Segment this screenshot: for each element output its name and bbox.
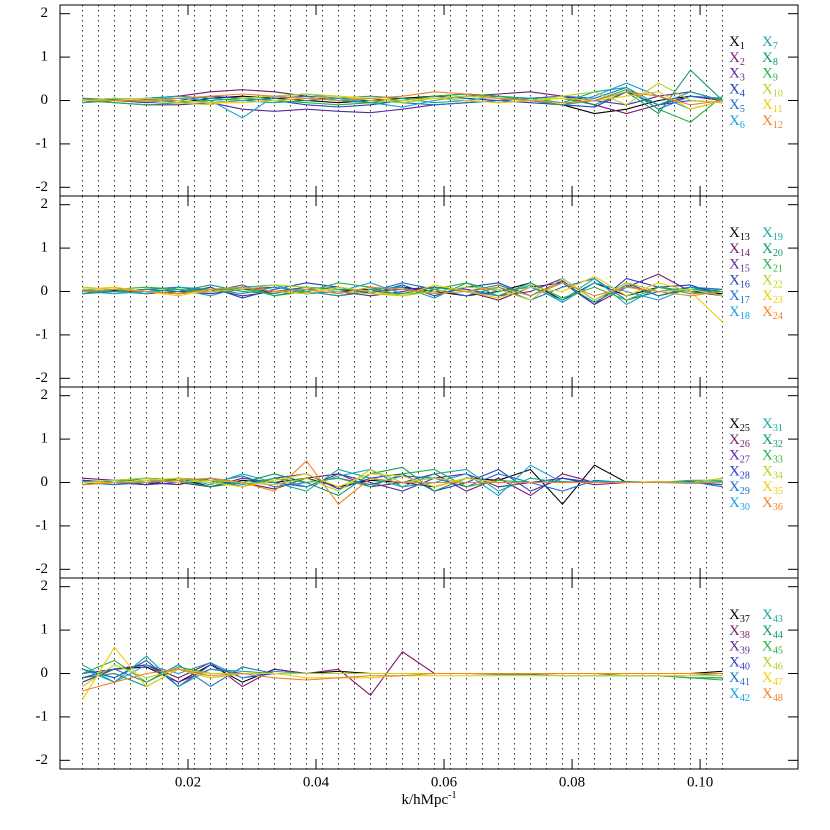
legend-entry: X27 — [729, 448, 750, 466]
legend-entry: X19 — [762, 225, 783, 243]
legend-entry: X13 — [729, 225, 750, 243]
series-line — [82, 91, 723, 106]
y-tick-label: -2 — [36, 561, 49, 577]
legend-entry: X41 — [729, 671, 750, 689]
y-tick-label: 0 — [41, 474, 49, 490]
y-tick-label: -1 — [36, 135, 49, 151]
x-axis-label: k/hMpc-1 — [401, 790, 456, 808]
legend-entry: X38 — [729, 623, 750, 641]
y-tick-label: 2 — [41, 387, 49, 403]
series-line — [82, 89, 723, 115]
legend-entry: X33 — [762, 448, 783, 466]
y-tick-label: -1 — [36, 326, 49, 342]
legend-entry: X37 — [729, 607, 750, 625]
series-line — [82, 82, 723, 106]
legend-entry: X5 — [729, 98, 745, 116]
y-tick-label: 1 — [41, 49, 49, 65]
legend-entry: X34 — [762, 464, 783, 482]
legend-entry: X2 — [729, 50, 745, 68]
legend-entry: X11 — [762, 98, 782, 116]
series-line — [82, 277, 723, 301]
series-line — [82, 282, 723, 303]
legend-entry: X12 — [762, 113, 783, 131]
x-tick-label: 0.06 — [431, 774, 458, 790]
panel-frame — [59, 577, 799, 770]
legend-entry: X36 — [762, 495, 783, 513]
x-tick-label: 0.02 — [175, 774, 201, 790]
series-line — [82, 82, 723, 119]
legend-entry: X42 — [729, 686, 750, 704]
legend-entry: X30 — [729, 495, 750, 513]
x-tick-label: 0.08 — [559, 774, 585, 790]
y-tick-label: 1 — [41, 240, 49, 256]
y-tick-label: 2 — [41, 578, 49, 594]
series-line — [82, 459, 723, 505]
legend-entry: X45 — [762, 639, 783, 657]
legend-entry: X48 — [762, 686, 783, 704]
legend-entry: X3 — [729, 66, 745, 84]
y-tick-label: -1 — [36, 708, 49, 724]
legend-entry: X4 — [729, 82, 745, 100]
legend-entry: X40 — [729, 655, 750, 673]
y-tick-label: -2 — [36, 179, 49, 195]
y-tick-label: 2 — [41, 196, 49, 212]
legend-entry: X20 — [762, 241, 783, 259]
series-line — [82, 86, 723, 106]
y-tick-label: 0 — [41, 92, 49, 108]
series-line — [82, 668, 723, 692]
legend-entry: X18 — [729, 304, 750, 322]
legend-entry: X15 — [729, 257, 750, 275]
legend-entry: X10 — [762, 82, 783, 100]
series-line — [82, 282, 723, 303]
series-line — [82, 473, 723, 492]
x-tick-label: 0.04 — [303, 774, 330, 790]
x-tick-label: 0.10 — [687, 774, 713, 790]
y-tick-label: -2 — [36, 370, 49, 386]
legend-entry: X17 — [729, 289, 750, 307]
legend-entry: X39 — [729, 639, 750, 657]
legend-entry: X32 — [762, 432, 783, 450]
y-tick-label: 2 — [41, 5, 49, 21]
y-tick-label: 1 — [41, 622, 49, 638]
legend-entry: X46 — [762, 655, 783, 673]
series-line — [82, 468, 723, 488]
legend-entry: X26 — [729, 432, 750, 450]
series-line — [82, 275, 723, 323]
y-tick-label: 0 — [41, 283, 49, 299]
legend-entry: X23 — [762, 289, 783, 307]
legend-entry: X7 — [762, 34, 778, 52]
y-tick-label: -1 — [36, 517, 49, 533]
y-tick-label: 1 — [41, 431, 49, 447]
legend-entry: X31 — [762, 416, 783, 434]
series-line — [82, 91, 723, 114]
legend-entry: X21 — [762, 257, 783, 275]
y-tick-label: 0 — [41, 665, 49, 681]
legend-entry: X47 — [762, 671, 783, 689]
legend-entry: X8 — [762, 50, 778, 68]
legend-entry: X1 — [729, 34, 745, 52]
legend-entry: X16 — [729, 273, 750, 291]
legend-entry: X29 — [729, 480, 750, 498]
legend-entry: X22 — [762, 273, 783, 291]
legend-entry: X44 — [762, 623, 783, 641]
legend-entry: X24 — [762, 304, 783, 322]
series-line — [82, 91, 723, 110]
series-line — [82, 282, 723, 297]
legend-entry: X14 — [729, 241, 750, 259]
legend-entry: X25 — [729, 416, 750, 434]
y-tick-label: -2 — [36, 752, 49, 768]
legend-entry: X35 — [762, 480, 783, 498]
legend-entry: X9 — [762, 66, 778, 84]
legend-entry: X43 — [762, 607, 783, 625]
legend-entry: X6 — [729, 113, 745, 131]
legend-entry: X28 — [729, 464, 750, 482]
